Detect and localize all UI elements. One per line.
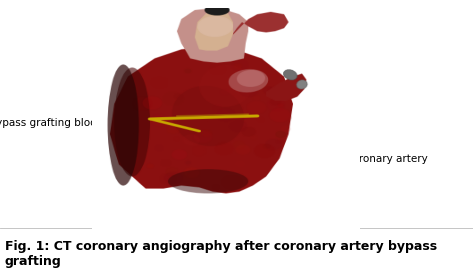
Text: Coronary artery: Coronary artery xyxy=(294,154,428,164)
Text: Fig. 1: CT coronary angiography after coronary artery bypass
grafting: Fig. 1: CT coronary angiography after co… xyxy=(5,240,437,268)
Text: Bypass grafting blood vessel: Bypass grafting blood vessel xyxy=(0,118,193,134)
